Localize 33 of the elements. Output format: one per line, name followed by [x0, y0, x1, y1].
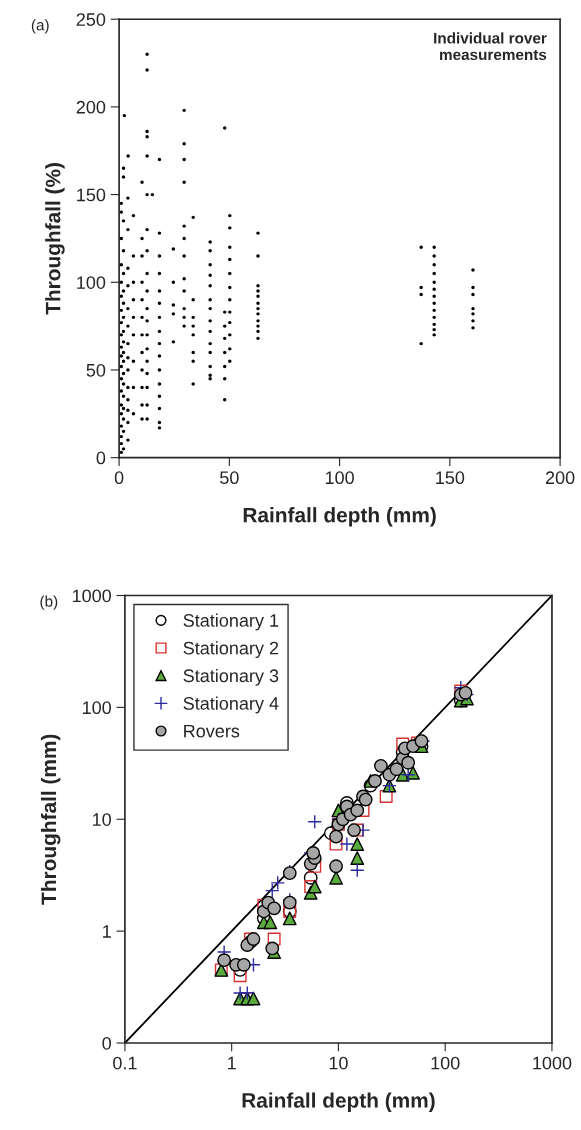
x-tick-label: 0.1 [113, 1056, 137, 1070]
x-tick-label: 50 [220, 471, 239, 485]
x-tick-label: 1000 [533, 1056, 572, 1070]
x-tick-label: 1 [228, 1056, 236, 1070]
x-tick-label: 100 [431, 1056, 460, 1070]
legend-label: Stationary 4 [183, 696, 279, 714]
x-axis-title: Rainfall depth (mm) [242, 1092, 435, 1112]
x-tick-label: 200 [545, 471, 575, 485]
y-tick-label: 10 [93, 813, 112, 826]
x-tick-label: 150 [436, 471, 465, 485]
x-tick-label: 10 [329, 1056, 348, 1070]
y-axis-title: Throughfall (mm) [40, 734, 61, 905]
y-tick-label: 0 [102, 1036, 112, 1050]
y-tick-label: 1 [103, 925, 111, 938]
legend-label: Stationary 3 [183, 668, 279, 686]
text: (a) [31, 19, 49, 34]
annotation: Individual rover measurements [434, 32, 547, 61]
y-tick-label: 1000 [72, 589, 112, 603]
y-tick-label: 150 [77, 188, 106, 202]
text: (b) [40, 595, 58, 610]
x-tick-label: 0 [114, 471, 124, 485]
y-tick-label: 0 [96, 451, 106, 465]
y-axis-title: Throughfall (%) [45, 163, 65, 315]
y-tick-label: 200 [76, 100, 106, 114]
x-tick-label: 100 [325, 471, 354, 485]
y-tick-label: 100 [77, 276, 106, 289]
y-tick-label: 100 [82, 701, 112, 715]
legend-label: Stationary 1 [183, 613, 279, 631]
legend-label: Stationary 2 [183, 641, 279, 659]
legend-label: Rovers [184, 724, 240, 738]
x-axis-title: Rainfall depth (mm) [243, 507, 436, 527]
y-tick-label: 250 [76, 13, 106, 26]
y-tick-label: 50 [86, 363, 106, 377]
